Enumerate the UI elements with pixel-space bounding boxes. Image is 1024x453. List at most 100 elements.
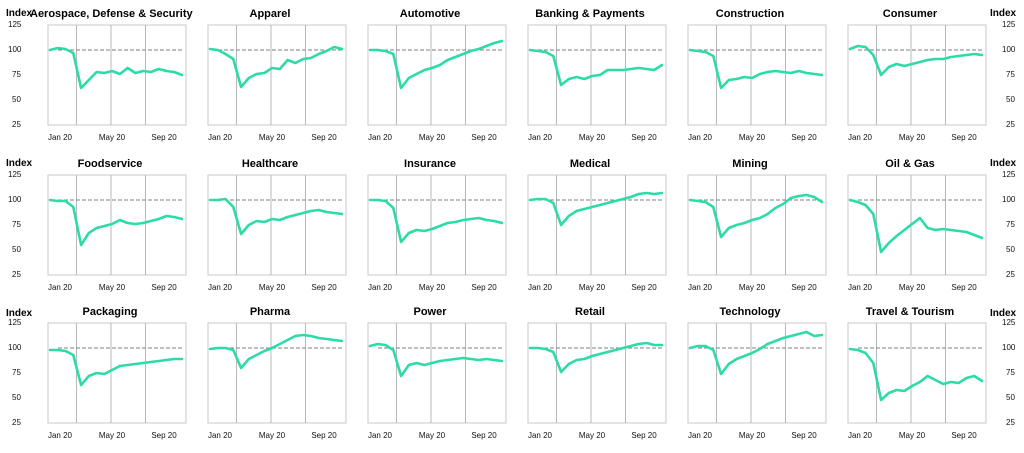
x-tick-label: Jan 20 xyxy=(848,133,873,142)
x-tick-label: Sep 20 xyxy=(951,431,977,440)
chart-panel: Construction Jan 20 May 20 Sep 20 xyxy=(670,0,830,148)
x-tick-label: May 20 xyxy=(99,431,126,440)
panel-plot: Jan 20 May 20 Sep 20 xyxy=(527,174,667,292)
y-tick-label-right: 50 xyxy=(1006,393,1015,402)
plot-frame xyxy=(47,24,187,126)
series-line xyxy=(848,198,984,254)
x-tick-label: May 20 xyxy=(899,431,926,440)
plot-frame xyxy=(367,174,507,276)
chart-panel: Power Jan 20 May 20 Sep 20 xyxy=(350,298,510,446)
x-tick-label: Sep 20 xyxy=(471,133,497,142)
chart-panel: Consumer Jan 20 May 20 Sep 20 xyxy=(830,0,990,148)
plot-frame xyxy=(527,24,667,126)
x-tick-label: May 20 xyxy=(739,283,766,292)
panel-title: Banking & Payments xyxy=(535,8,645,20)
y-tick-label-left: 25 xyxy=(12,418,21,427)
x-tick-label: Jan 20 xyxy=(528,283,553,292)
x-tick-label: Jan 20 xyxy=(368,431,393,440)
chart-panel: Packaging Jan 20 May 20 Sep 20 xyxy=(30,298,190,446)
series-line xyxy=(48,348,184,387)
plot-frame xyxy=(687,174,827,276)
y-tick-label-right: 75 xyxy=(1006,70,1015,79)
plot-frame xyxy=(527,174,667,276)
x-tick-label: Jan 20 xyxy=(48,283,73,292)
panel-title: Insurance xyxy=(404,158,456,170)
y-tick-label-right: 75 xyxy=(1006,368,1015,377)
plot-frame xyxy=(847,174,987,276)
panel-title: Aerospace, Defense & Security xyxy=(30,8,193,20)
y-tick-label-right: 75 xyxy=(1006,220,1015,229)
x-tick-label: May 20 xyxy=(739,431,766,440)
x-tick-label: May 20 xyxy=(579,133,606,142)
x-tick-label: May 20 xyxy=(739,133,766,142)
x-tick-label: Jan 20 xyxy=(848,431,873,440)
x-tick-label: Sep 20 xyxy=(951,283,977,292)
x-tick-label: May 20 xyxy=(419,283,446,292)
chart-panel: Oil & Gas Jan 20 May 20 Sep 20 xyxy=(830,150,990,298)
panel-title: Apparel xyxy=(249,8,291,20)
y-tick-label-left: 125 xyxy=(8,20,22,29)
series-line xyxy=(848,347,984,402)
plot-frame xyxy=(207,174,347,276)
x-tick-label: May 20 xyxy=(259,283,286,292)
chart-panel: Automotive Jan 20 May 20 Sep 20 xyxy=(350,0,510,148)
panel-plot: Jan 20 May 20 Sep 20 xyxy=(47,322,187,440)
panel-plot: Jan 20 May 20 Sep 20 xyxy=(207,322,347,440)
x-tick-label: May 20 xyxy=(99,133,126,142)
x-tick-label: Jan 20 xyxy=(368,133,393,142)
x-tick-label: Jan 20 xyxy=(48,431,73,440)
x-tick-label: Jan 20 xyxy=(208,283,233,292)
panel-title: Consumer xyxy=(882,8,938,20)
x-tick-label: May 20 xyxy=(579,283,606,292)
panel-plot: Jan 20 May 20 Sep 20 xyxy=(207,24,347,142)
series-line xyxy=(528,191,664,227)
y-tick-label-right: 125 xyxy=(1002,170,1016,179)
series-line xyxy=(688,330,824,376)
x-tick-label: Jan 20 xyxy=(48,133,73,142)
panel-title: Healthcare xyxy=(241,158,299,170)
chart-panel: Medical Jan 20 May 20 Sep 20 xyxy=(510,150,670,298)
y-tick-label-right: 50 xyxy=(1006,95,1015,104)
y-axis-title-right-row-3: Index xyxy=(990,308,1017,319)
panel-plot: Jan 20 May 20 Sep 20 xyxy=(847,174,987,292)
x-tick-label: Sep 20 xyxy=(151,431,177,440)
y-tick-label-left: 50 xyxy=(12,245,21,254)
x-tick-label: Sep 20 xyxy=(791,133,817,142)
y-axis-title-left-row-3: Index xyxy=(6,308,33,319)
y-tick-label-right: 25 xyxy=(1006,270,1015,279)
series-line xyxy=(48,198,184,247)
y-tick-label-left: 125 xyxy=(8,170,22,179)
y-axis-title-right-row-2: Index xyxy=(990,158,1017,169)
panel-title: Mining xyxy=(732,158,768,170)
plot-frame xyxy=(687,322,827,424)
y-axis-title-left-row-2: Index xyxy=(6,158,33,169)
y-tick-label-left: 125 xyxy=(8,318,22,327)
y-tick-label-left: 75 xyxy=(12,70,21,79)
chart-panel: Travel & Tourism Jan 20 May 20 Sep 20 xyxy=(830,298,990,446)
y-tick-label-left: 100 xyxy=(8,343,22,352)
x-tick-label: Jan 20 xyxy=(208,431,233,440)
plot-frame xyxy=(527,322,667,424)
x-tick-label: Jan 20 xyxy=(208,133,233,142)
series-line xyxy=(528,48,664,87)
x-tick-label: Sep 20 xyxy=(151,133,177,142)
y-tick-label-left: 75 xyxy=(12,220,21,229)
x-tick-label: Sep 20 xyxy=(631,283,657,292)
plot-frame xyxy=(367,24,507,126)
y-tick-label-right: 125 xyxy=(1002,318,1016,327)
chart-panel: Healthcare Jan 20 May 20 Sep 20 xyxy=(190,150,350,298)
y-tick-label-right: 100 xyxy=(1002,195,1016,204)
x-tick-label: Jan 20 xyxy=(368,283,393,292)
y-tick-label-left: 50 xyxy=(12,95,21,104)
panel-title: Packaging xyxy=(82,306,138,318)
series-line xyxy=(368,342,504,378)
y-axis-title-left-row-1: Index xyxy=(6,8,33,19)
chart-panel: Foodservice Jan 20 May 20 Sep 20 xyxy=(30,150,190,298)
y-tick-label-right: 100 xyxy=(1002,343,1016,352)
chart-panel: Insurance Jan 20 May 20 Sep 20 xyxy=(350,150,510,298)
panel-plot: Jan 20 May 20 Sep 20 xyxy=(687,322,827,440)
panel-title: Foodservice xyxy=(77,158,143,170)
panel-title: Pharma xyxy=(249,306,291,318)
series-line xyxy=(688,193,824,239)
x-tick-label: May 20 xyxy=(419,133,446,142)
